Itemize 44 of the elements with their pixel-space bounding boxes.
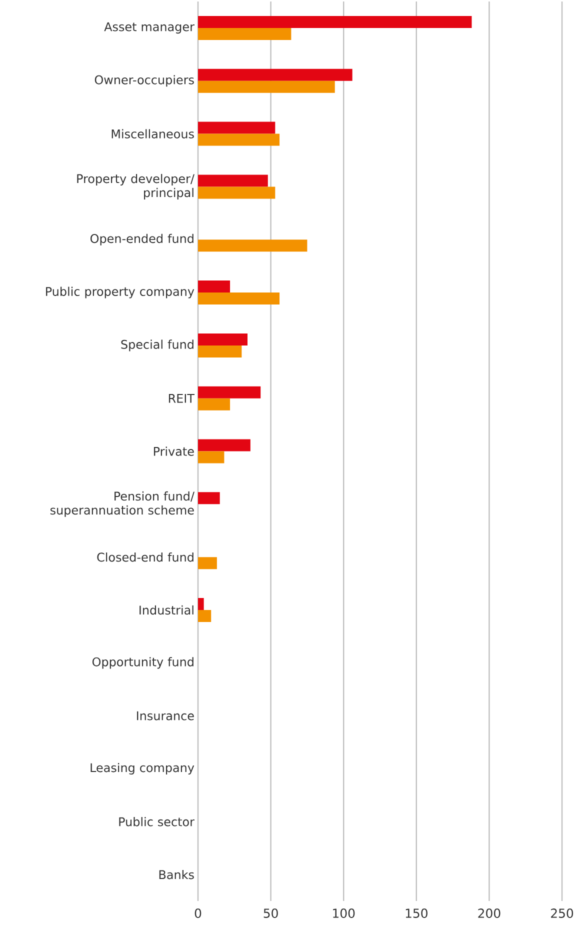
bar [198,292,280,305]
bar [198,398,230,410]
y-tick-label: Opportunity fund [92,657,194,669]
bar [198,122,276,134]
y-tick-label: Property developer/ principal [77,174,194,200]
bar [198,16,472,28]
bar [198,80,335,93]
bar [198,174,268,187]
y-tick-label: Pension fund/ superannuation scheme [50,491,194,517]
bar [198,557,217,570]
bar [198,333,248,346]
bar [198,451,224,464]
bar [198,439,250,452]
y-tick-label: Public sector [119,817,194,826]
y-tick-label: Open-ended fund [90,234,194,246]
y-tick-label: Owner-occupiers [94,75,194,87]
x-tick-label: 50 [264,908,278,918]
x-tick-label: 200 [478,908,500,918]
y-tick-label: Miscellaneous [112,129,194,138]
y-tick-label: Closed-end fund [97,552,194,562]
y-tick-label: Leasing company [90,762,194,775]
y-tick-label: REIT [168,394,195,403]
y-tick-label: Private [154,446,194,456]
x-tick-label: 0 [194,908,202,918]
y-tick-label: Public property company [46,286,194,298]
bar [198,28,292,40]
x-tick-label: 100 [333,908,355,918]
y-tick-label: Asset manager [104,22,194,34]
y-tick-label: Banks [159,870,194,880]
y-tick-label: Industrial [140,605,194,615]
y-tick-label: Special fund [121,340,194,352]
x-tick-label: 150 [406,908,428,918]
bar [198,186,276,199]
bar [198,68,352,81]
bar [198,134,280,146]
bar [198,610,212,622]
bar [198,386,261,398]
x-tick-label: 250 [551,908,574,918]
bar [198,280,230,293]
bar [198,240,308,252]
bar [198,598,204,610]
y-tick-label: Insurance [136,711,194,720]
bar [198,492,220,504]
bar [198,345,242,358]
